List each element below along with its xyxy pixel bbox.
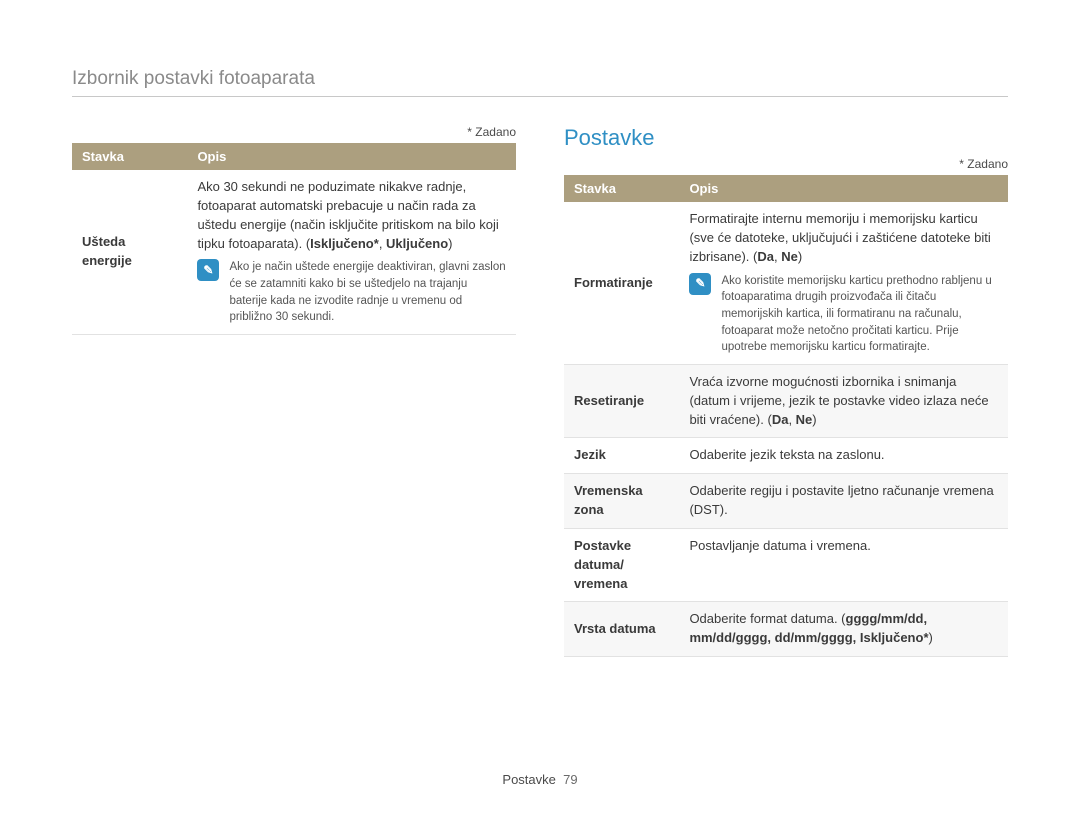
desc-tail: ) [798, 249, 802, 264]
row-label-dt: Postavke datuma/ vremena [564, 528, 679, 602]
sep: , [788, 412, 795, 427]
option-da: Da [772, 412, 789, 427]
row-label-lang: Jezik [564, 438, 679, 474]
table-row: Resetiranje Vraća izvorne mogućnosti izb… [564, 364, 1008, 438]
page-footer: Postavke 79 [0, 772, 1080, 787]
row-desc-tz: Odaberite regiju i postavite ljetno raču… [679, 474, 1008, 529]
desc-tail: ) [812, 412, 816, 427]
note-text: Ako je način uštede energije deaktiviran… [229, 259, 506, 326]
desc-text: Vraća izvorne mogućnosti izbornika i sni… [689, 374, 988, 427]
table-header-row: Stavka Opis [72, 143, 516, 170]
table-row: Vremenska zona Odaberite regiju i postav… [564, 474, 1008, 529]
option-ne: Ne [796, 412, 813, 427]
row-label-reset: Resetiranje [564, 364, 679, 438]
note-block: ✎ Ako koristite memorijsku karticu preth… [689, 273, 998, 356]
page-title: Izbornik postavki fotoaparata [72, 68, 1008, 97]
left-table: Stavka Opis Ušteda energije Ako 30 sekun… [72, 143, 516, 335]
row-desc-energy: Ako 30 sekundi ne poduzimate nikakve rad… [187, 170, 516, 335]
row-desc-lang: Odaberite jezik teksta na zaslonu. [679, 438, 1008, 474]
option-ne: Ne [781, 249, 798, 264]
default-note-left: * Zadano [72, 125, 516, 139]
table-row: Formatiranje Formatirajte internu memori… [564, 202, 1008, 364]
footer-label: Postavke [502, 772, 555, 787]
default-note-right: * Zadano [564, 157, 1008, 171]
right-column: Postavke * Zadano Stavka Opis Formatiran… [564, 125, 1008, 657]
desc-tail: ) [448, 236, 452, 251]
right-table: Stavka Opis Formatiranje Formatirajte in… [564, 175, 1008, 657]
left-column: * Zadano Stavka Opis Ušteda energije Ako… [72, 125, 516, 657]
row-label-format: Formatiranje [564, 202, 679, 364]
sep: , [379, 236, 386, 251]
content-columns: * Zadano Stavka Opis Ušteda energije Ako… [72, 125, 1008, 657]
row-desc-format: Formatirajte internu memoriju i memorijs… [679, 202, 1008, 364]
col-header-opis: Opis [187, 143, 516, 170]
row-label-energy: Ušteda energije [72, 170, 187, 335]
table-row: Ušteda energije Ako 30 sekundi ne poduzi… [72, 170, 516, 335]
desc-tail: ) [929, 630, 933, 645]
page: Izbornik postavki fotoaparata * Zadano S… [0, 0, 1080, 657]
table-row: Postavke datuma/ vremena Postavljanje da… [564, 528, 1008, 602]
row-desc-df: Odaberite format datuma. (gggg/mm/dd, mm… [679, 602, 1008, 657]
row-desc-dt: Postavljanje datuma i vremena. [679, 528, 1008, 602]
option-on: Uključeno [386, 236, 448, 251]
note-icon: ✎ [197, 259, 219, 281]
note-icon: ✎ [689, 273, 711, 295]
page-number: 79 [563, 772, 577, 787]
row-desc-reset: Vraća izvorne mogućnosti izbornika i sni… [679, 364, 1008, 438]
option-da: Da [757, 249, 774, 264]
note-block: ✎ Ako je način uštede energije deaktivir… [197, 259, 506, 326]
row-label-df: Vrsta datuma [564, 602, 679, 657]
row-label-tz: Vremenska zona [564, 474, 679, 529]
desc-text: Odaberite format datuma. ( [689, 611, 845, 626]
col-header-stavka: Stavka [72, 143, 187, 170]
col-header-opis: Opis [679, 175, 1008, 202]
desc-text: Formatirajte internu memoriju i memorijs… [689, 211, 990, 264]
table-row: Vrsta datuma Odaberite format datuma. (g… [564, 602, 1008, 657]
col-header-stavka: Stavka [564, 175, 679, 202]
table-row: Jezik Odaberite jezik teksta na zaslonu. [564, 438, 1008, 474]
option-off: Isključeno* [310, 236, 379, 251]
table-header-row: Stavka Opis [564, 175, 1008, 202]
note-text: Ako koristite memorijsku karticu prethod… [721, 273, 998, 356]
section-title-postavke: Postavke [564, 125, 1008, 151]
